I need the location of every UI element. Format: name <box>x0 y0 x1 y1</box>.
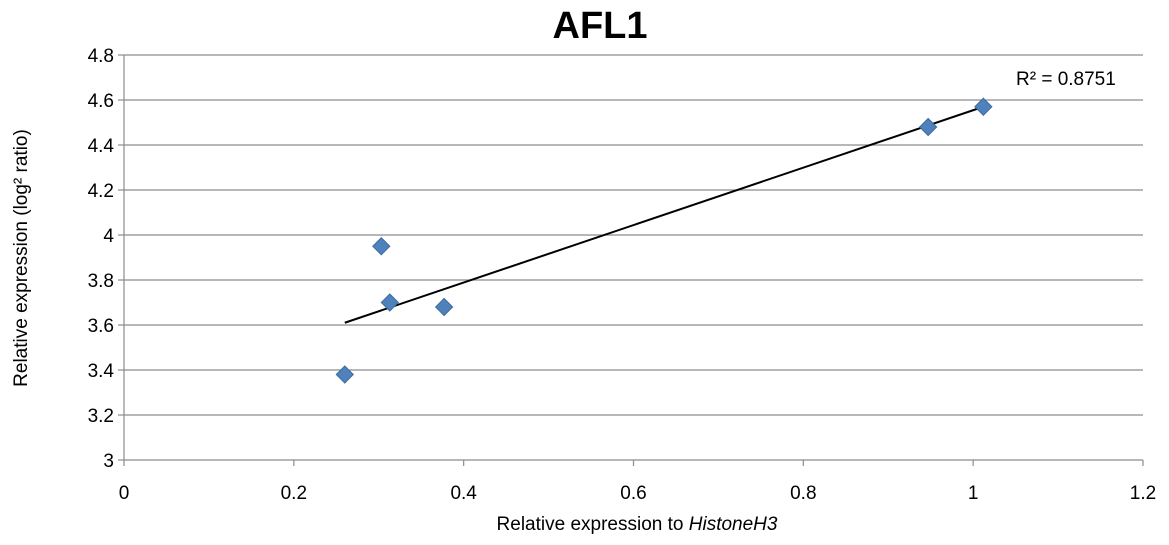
x-axis-label-main: Relative expression to <box>497 514 689 535</box>
y-tick-label: 4.6 <box>88 91 114 112</box>
x-tick-labels: 0 0.2 0.4 0.6 0.8 1 1.2 <box>119 483 1157 504</box>
y-tick-label: 4 <box>103 226 114 247</box>
y-tick-label: 3.6 <box>88 316 114 337</box>
x-tick-label: 1.2 <box>1130 483 1156 504</box>
x-tick-label: 0.4 <box>450 483 477 504</box>
chart-title: AFL1 <box>553 5 648 47</box>
data-point-diamond <box>372 237 391 256</box>
grid-lines <box>124 54 1143 416</box>
x-tick-label: 0.6 <box>620 483 646 504</box>
y-tick-label: 4.4 <box>88 136 115 157</box>
axes <box>118 54 1144 466</box>
x-axis-label: Relative expression to HistoneH3 <box>497 514 778 535</box>
y-axis-label: Relative expression (log² ratio) <box>11 129 32 387</box>
x-axis-label-italic: HistoneH3 <box>689 514 778 535</box>
trendline <box>344 105 984 324</box>
data-point-diamond <box>974 97 993 116</box>
x-tick-label: 1 <box>968 483 979 504</box>
data-point-diamond <box>918 117 938 137</box>
y-tick-label: 3.8 <box>88 271 114 292</box>
r-squared-label: R² = 0.8751 <box>1016 69 1116 90</box>
y-tick-label: 3.4 <box>88 361 115 382</box>
y-tick-label: 3.2 <box>88 406 114 427</box>
x-tick-label: 0.2 <box>281 483 307 504</box>
y-tick-labels: 3 3.2 3.4 3.6 3.8 4 4.2 4.4 4.6 4.8 <box>88 46 115 472</box>
trendline-group <box>344 105 984 324</box>
y-tick-label: 4.2 <box>88 181 114 202</box>
y-tick-label: 4.8 <box>88 46 114 67</box>
data-point-diamond <box>335 365 354 384</box>
data-point-diamond <box>434 297 454 317</box>
x-tick-label: 0.8 <box>790 483 816 504</box>
y-tick-label: 3 <box>103 451 114 472</box>
data-point-diamond <box>380 293 399 312</box>
x-tick-label: 0 <box>119 483 130 504</box>
data-points <box>335 97 993 384</box>
